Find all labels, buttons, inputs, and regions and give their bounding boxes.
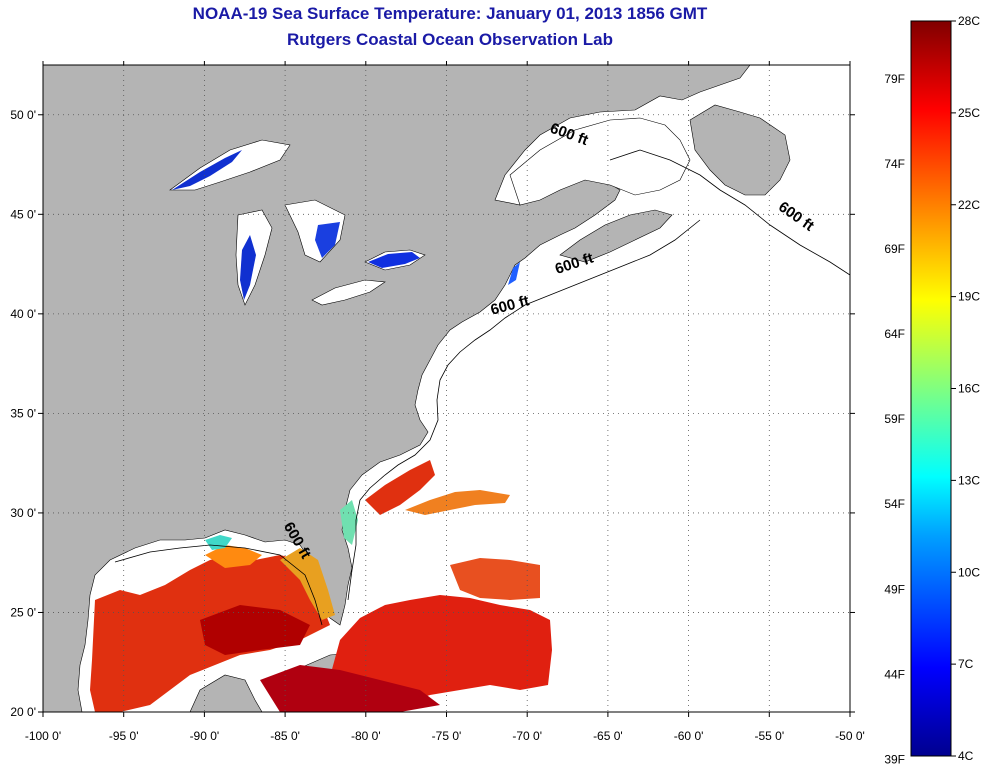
colorbar-fahrenheit-label: 54F: [884, 497, 905, 511]
colorbar-celsius-label: 25C: [958, 106, 980, 120]
colorbar-fahrenheit-label: 74F: [884, 157, 905, 171]
lat-tick-label: 25 0': [10, 605, 36, 619]
colorbar-fahrenheit-label: 59F: [884, 412, 905, 426]
land-newfoundland: [689, 104, 791, 196]
lake-superior-sst: [172, 150, 242, 190]
colorbar-celsius-label: 19C: [958, 290, 980, 304]
longitude-axis: -100 0' -95 0' -90 0' -85 0' -80 0' -75 0' -70…: [25, 61, 865, 743]
lat-tick-label: 20 0': [10, 705, 36, 719]
colorbar-celsius-label: 7C: [958, 657, 974, 671]
sst-atlantic-patch-central: [365, 460, 435, 515]
lat-tick-label: 30 0': [10, 506, 36, 520]
sst-gulf-warm-core: [200, 605, 310, 655]
colorbar-celsius-label: 10C: [958, 565, 980, 579]
lake-huron-sst: [315, 222, 340, 258]
colorbar-fahrenheit-labels: 79F 74F 69F 64F 59F 54F 49F 44F 39F: [884, 72, 905, 767]
sst-atlantic-patch-north: [405, 490, 510, 515]
sst-caribbean-warm: [260, 665, 440, 712]
lon-tick-label: -90 0': [190, 729, 220, 743]
lon-tick-label: -85 0': [270, 729, 300, 743]
colorbar-fahrenheit-label: 69F: [884, 242, 905, 256]
latitude-axis: 50 0' 45 0' 40 0' 35 0' 30 0' 25 0' 20 0': [10, 108, 855, 719]
sst-florida-east-coast: [340, 500, 358, 545]
colorbar-celsius-labels: 28C 25C 22C 19C 16C 13C 10C 7C 4C: [951, 14, 980, 763]
lake-ontario-sst: [368, 252, 420, 268]
sst-gulf-of-maine: [508, 262, 520, 285]
gulf-st-lawrence: [509, 117, 691, 206]
lat-tick-label: 45 0': [10, 207, 36, 221]
colorbar-gradient: [910, 20, 952, 757]
sst-gulf-north-shelf: [205, 545, 262, 568]
colorbar-fahrenheit-label: 64F: [884, 327, 905, 341]
lon-tick-label: -70 0': [512, 729, 542, 743]
colorbar-celsius-label: 4C: [958, 749, 974, 763]
map-title: NOAA-19 Sea Surface Temperature: January…: [192, 4, 708, 23]
lon-tick-label: -60 0': [674, 729, 704, 743]
lat-tick-label: 50 0': [10, 108, 36, 122]
land-yucatan: [189, 674, 263, 712]
colorbar-celsius-label: 28C: [958, 14, 980, 28]
colorbar-fahrenheit-label: 49F: [884, 582, 905, 596]
map-subtitle: Rutgers Coastal Ocean Observation Lab: [287, 30, 613, 49]
lake-erie: [311, 279, 386, 306]
lat-tick-label: 40 0': [10, 307, 36, 321]
lon-tick-label: -95 0': [109, 729, 139, 743]
colorbar-celsius-label: 13C: [958, 473, 980, 487]
lon-tick-label: -75 0': [432, 729, 462, 743]
lon-tick-label: -50 0': [835, 729, 865, 743]
lon-tick-label: -55 0': [754, 729, 784, 743]
lake-michigan-sst: [240, 235, 256, 300]
isobath-600ft: [114, 149, 850, 626]
colorbar-celsius-label: 22C: [958, 198, 980, 212]
land-nova-scotia: [559, 209, 673, 263]
colorbar-fahrenheit-label: 39F: [884, 752, 905, 766]
sst-atlantic-patch-east: [450, 558, 540, 600]
colorbar-celsius-label: 16C: [958, 382, 980, 396]
lat-tick-label: 35 0': [10, 406, 36, 420]
lon-tick-label: -65 0': [593, 729, 623, 743]
colorbar-fahrenheit-label: 79F: [884, 72, 905, 86]
colorbar-fahrenheit-label: 44F: [884, 667, 905, 681]
land-north-america: [43, 65, 751, 712]
lon-tick-label: -80 0': [351, 729, 381, 743]
lon-tick-label: -100 0': [25, 729, 61, 743]
